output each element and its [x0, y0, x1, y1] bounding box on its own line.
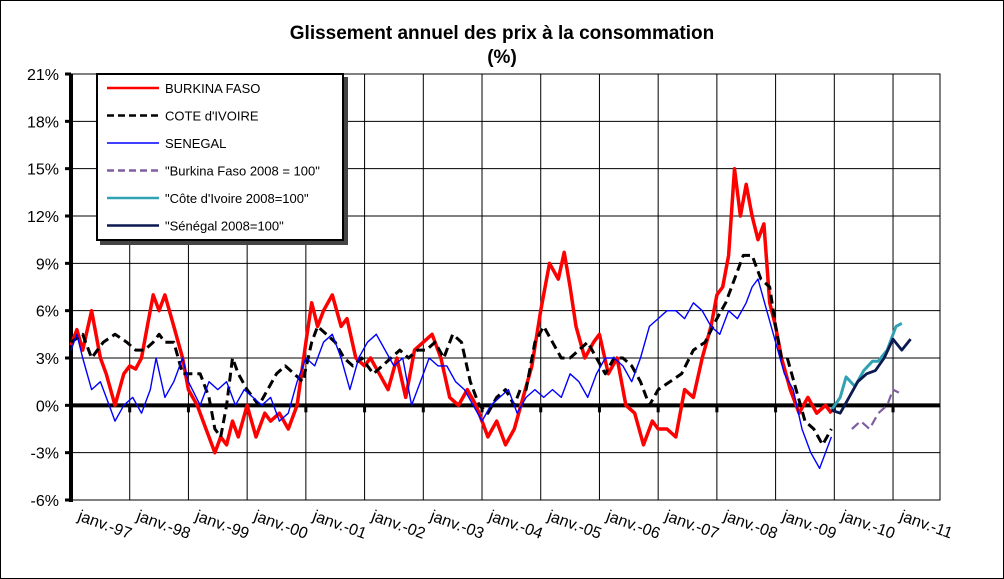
chart-subtitle: (%) [487, 47, 517, 68]
legend-label: "Burkina Faso 2008 = 100" [165, 164, 320, 179]
legend-box [96, 73, 344, 241]
y-tick-label: 15% [27, 162, 59, 179]
x-tick-label: janv.-09 [779, 507, 838, 542]
y-tick-label: 3% [36, 351, 59, 368]
legend-label: "Côte d'Ivoire 2008=100" [165, 191, 309, 206]
series-line-1 [70, 253, 833, 447]
x-tick-label: janv.-99 [192, 507, 251, 542]
x-tick-label: janv.-05 [544, 507, 603, 542]
x-tick-label: janv.-00 [251, 507, 310, 542]
chart-title: Glissement annuel des prix à la consomma… [289, 23, 715, 44]
x-tick-label: janv.-08 [721, 507, 780, 542]
x-tick-label: janv.-07 [662, 507, 721, 542]
y-tick-label: -3% [31, 446, 59, 463]
legend-label: COTE d'IVOIRE [165, 109, 259, 124]
chart-title-block: Glissement annuel des prix à la consomma… [0, 22, 1004, 70]
series-line-2 [70, 278, 833, 470]
legend: BURKINA FASO COTE d'IVOIRE SENEGAL "Burkina… [96, 73, 344, 241]
x-tick-label: janv.-97 [75, 507, 134, 542]
y-tick-label: 9% [36, 256, 59, 273]
y-tick-label: 6% [36, 304, 59, 321]
legend-label: "Sénégal 2008=100" [165, 219, 284, 234]
x-tick-label: janv.-01 [310, 507, 369, 542]
legend-label: BURKINA FASO [165, 81, 260, 96]
series-layer [69, 166, 912, 470]
y-tick-label: 12% [27, 209, 59, 226]
x-tick-label: janv.-06 [603, 507, 662, 542]
y-tick-label: 0% [36, 398, 59, 415]
x-tick-label: janv.-04 [486, 507, 545, 542]
x-tick-label: janv.-98 [133, 507, 192, 542]
y-tick-label: 21% [27, 67, 59, 84]
series-line-0 [69, 166, 833, 455]
x-tick-label: janv.-03 [427, 507, 486, 542]
x-tick-label: janv.-11 [897, 507, 955, 542]
x-tick-label: janv.-10 [838, 507, 897, 542]
x-tick-label: janv.-02 [368, 507, 427, 542]
legend-label: SENEGAL [165, 136, 226, 151]
series-line-4 [830, 321, 903, 411]
y-tick-label: 18% [27, 114, 59, 131]
series-line-3 [851, 388, 900, 431]
series-line-5 [830, 337, 912, 415]
y-tick-label: -6% [31, 493, 59, 510]
